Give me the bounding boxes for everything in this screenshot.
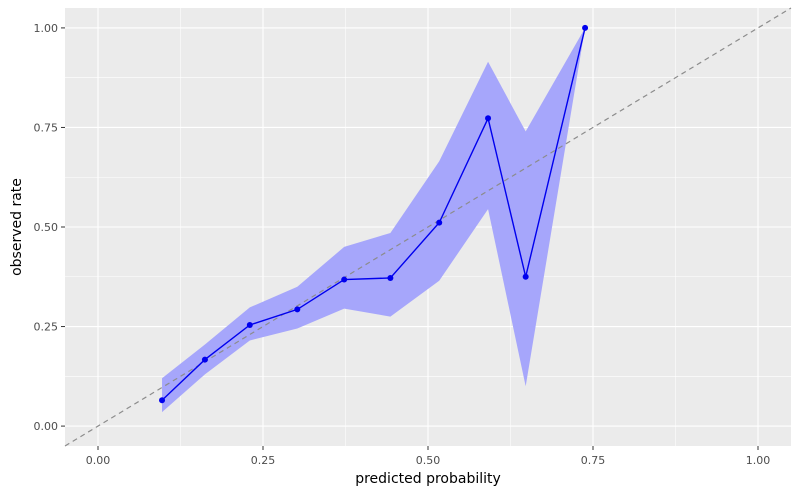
- confidence-band: [162, 27, 586, 413]
- data-point: [485, 115, 492, 122]
- x-tick-label: 0.25: [251, 454, 276, 467]
- x-axis-title: predicted probability: [355, 471, 501, 487]
- x-axis-ticks: 0.00 0.25 0.50 0.75 1.00: [86, 446, 771, 467]
- x-tick-label: 0.50: [416, 454, 441, 467]
- data-point: [159, 397, 166, 404]
- y-tick-label: 1.00: [34, 22, 59, 35]
- y-tick-label: 0.00: [34, 420, 59, 433]
- data-point: [201, 356, 208, 363]
- y-tick-label: 0.75: [34, 121, 59, 134]
- data-point: [294, 306, 301, 313]
- data-points: [159, 24, 589, 404]
- y-tick-label: 0.50: [34, 221, 59, 234]
- y-tick-label: 0.25: [34, 321, 59, 334]
- data-point: [582, 24, 589, 31]
- data-point: [246, 321, 253, 328]
- data-point: [522, 273, 529, 280]
- x-tick-label: 0.75: [581, 454, 606, 467]
- data-point: [341, 276, 348, 283]
- reference-diagonal: [64, 7, 792, 447]
- data-point: [387, 274, 394, 281]
- y-axis-title: observed rate: [9, 178, 25, 276]
- series-line: [161, 27, 586, 401]
- x-tick-label: 1.00: [746, 454, 771, 467]
- x-tick-label: 0.00: [86, 454, 111, 467]
- y-axis-ticks: 0.00 0.25 0.50 0.75 1.00: [34, 22, 65, 433]
- data-point: [436, 219, 443, 226]
